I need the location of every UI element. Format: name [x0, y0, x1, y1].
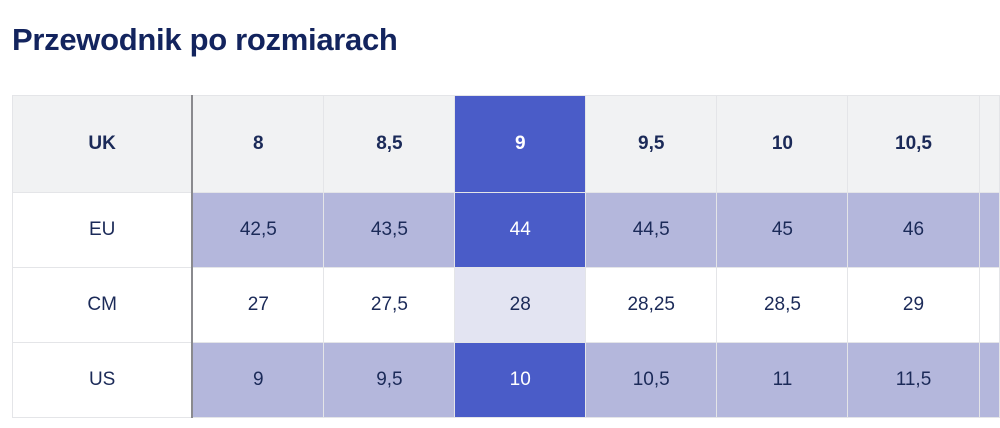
size-cell: 44,5	[585, 192, 718, 268]
row-label: UK	[12, 95, 194, 193]
size-cell: 10	[454, 342, 587, 418]
size-column-header[interactable]: 8	[191, 95, 325, 193]
size-column-header[interactable]: 8,5	[323, 95, 456, 193]
size-cell: 10,5	[585, 342, 718, 418]
size-cell: 11,5	[847, 342, 980, 418]
table-row: US 9 9,5 10 10,5 11 11,5	[12, 342, 1000, 418]
size-cell: 46	[847, 192, 980, 268]
table-row: CM 27 27,5 28 28,25 28,5 29	[12, 267, 1000, 343]
size-cell: 45	[716, 192, 849, 268]
overflow-cell	[978, 95, 1000, 193]
size-column-header[interactable]: 9,5	[585, 95, 718, 193]
table-row: EU 42,5 43,5 44 44,5 45 46	[12, 192, 1000, 268]
size-cell: 27	[191, 267, 325, 343]
size-cell: 28,5	[716, 267, 849, 343]
size-cell: 28	[454, 267, 587, 343]
size-cell: 9,5	[323, 342, 456, 418]
row-label: US	[12, 342, 194, 418]
size-column-header[interactable]: 10	[716, 95, 849, 193]
row-label: CM	[12, 267, 194, 343]
size-cell: 44	[454, 192, 587, 268]
size-cell: 28,25	[585, 267, 718, 343]
size-guide-table: UK 8 8,5 9 9,5 10 10,5 EU 42,5 43,5 44 44,5 45 46 CM 27…	[12, 95, 1000, 418]
overflow-cell	[978, 192, 1000, 268]
size-cell: 9	[191, 342, 325, 418]
overflow-cell	[978, 342, 1000, 418]
size-cell: 43,5	[323, 192, 456, 268]
row-label: EU	[12, 192, 194, 268]
page-title: Przewodnik po rozmiarach	[12, 22, 398, 57]
size-column-header[interactable]: 10,5	[847, 95, 980, 193]
header-row: UK 8 8,5 9 9,5 10 10,5	[12, 95, 1000, 193]
size-column-header[interactable]: 9	[454, 95, 587, 193]
size-cell: 42,5	[191, 192, 325, 268]
overflow-cell	[978, 267, 1000, 343]
size-cell: 27,5	[323, 267, 456, 343]
size-cell: 29	[847, 267, 980, 343]
size-cell: 11	[716, 342, 849, 418]
